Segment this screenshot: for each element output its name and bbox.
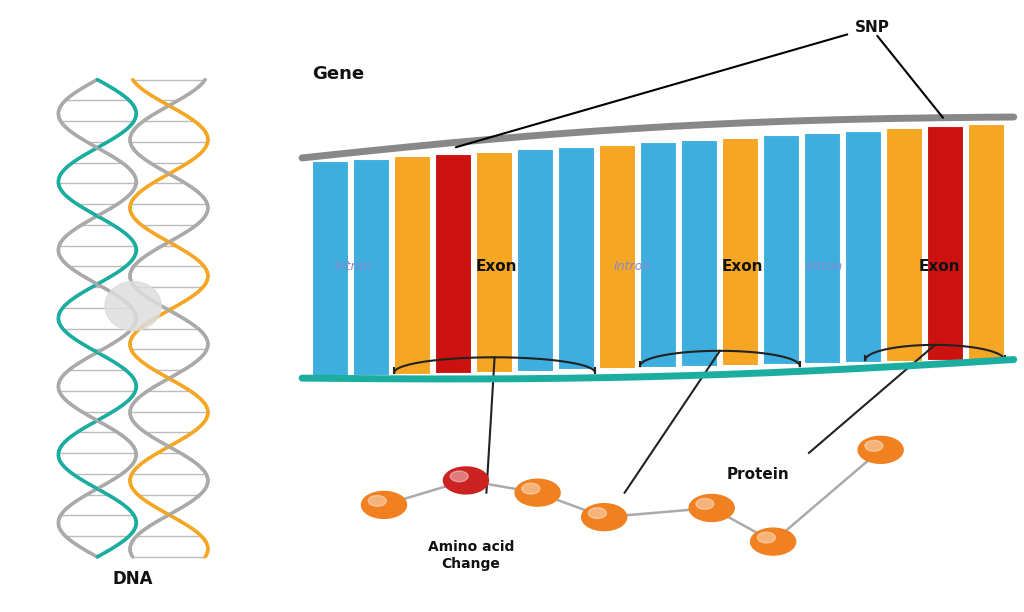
Circle shape	[443, 467, 488, 494]
Circle shape	[361, 491, 407, 518]
Text: Intron: Intron	[335, 259, 372, 273]
Bar	[599, 145, 635, 368]
Bar	[763, 135, 799, 364]
Text: Exon: Exon	[722, 259, 763, 274]
Circle shape	[582, 504, 627, 531]
Text: Amino acid
Change: Amino acid Change	[428, 540, 514, 571]
Text: Protein: Protein	[727, 467, 790, 482]
Text: Exon: Exon	[919, 259, 959, 274]
Circle shape	[589, 508, 606, 518]
Text: Exon: Exon	[476, 259, 517, 274]
Bar	[681, 140, 717, 366]
Bar	[640, 143, 676, 367]
Bar	[312, 161, 348, 376]
Circle shape	[858, 436, 903, 463]
Bar	[476, 152, 512, 371]
Bar	[804, 133, 840, 363]
Circle shape	[689, 494, 734, 521]
Bar	[886, 129, 922, 361]
Circle shape	[758, 532, 775, 543]
Text: Intron: Intron	[613, 259, 650, 273]
Bar	[517, 149, 553, 370]
Text: Intron: Intron	[806, 259, 843, 273]
Circle shape	[751, 528, 796, 555]
Circle shape	[696, 499, 714, 509]
Bar	[968, 124, 1004, 359]
Bar	[558, 147, 594, 370]
Text: SNP: SNP	[855, 20, 890, 35]
Bar	[927, 126, 963, 360]
Text: Gene: Gene	[312, 65, 365, 83]
Circle shape	[515, 479, 560, 506]
Bar	[394, 157, 430, 374]
Circle shape	[865, 441, 883, 451]
Circle shape	[369, 496, 386, 506]
Bar	[435, 154, 471, 373]
Circle shape	[451, 471, 468, 482]
Bar	[722, 138, 758, 365]
Text: DNA: DNA	[113, 570, 154, 588]
Ellipse shape	[105, 282, 162, 330]
Bar	[845, 131, 881, 362]
Bar	[353, 159, 389, 375]
Circle shape	[522, 483, 540, 494]
